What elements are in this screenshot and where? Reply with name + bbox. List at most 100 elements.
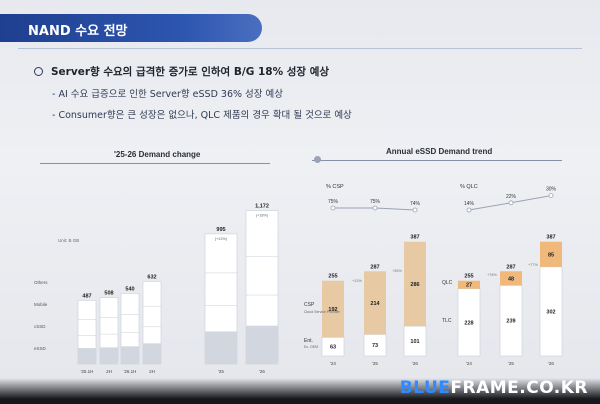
- total-label: 387: [546, 235, 555, 241]
- growth-label: +35%: [392, 269, 402, 273]
- growth-label: (+18%): [256, 214, 269, 218]
- unit-label: Unit: B GB: [58, 238, 79, 243]
- x-tick-label: '26.1H: [124, 369, 137, 374]
- pct-point: [412, 207, 418, 213]
- x-tick-label: 2H: [149, 369, 155, 374]
- pct-label: 75%: [370, 199, 381, 205]
- pct-label: 75%: [328, 199, 339, 205]
- total-label: 1,172: [255, 204, 269, 210]
- qlc-bar: [500, 271, 522, 286]
- csp-legend-ent: Ent.: [304, 338, 313, 344]
- ent-value-label: 73: [372, 343, 378, 349]
- total-label: 287: [506, 264, 515, 270]
- csp-legend-csp: CSP: [304, 302, 315, 308]
- growth-label: (+13%): [215, 237, 228, 241]
- pct-point: [330, 205, 336, 211]
- essd-segment: [121, 346, 139, 364]
- tlc-value-label: 302: [546, 309, 555, 315]
- total-label: 255: [328, 274, 337, 280]
- title-divider: [18, 48, 582, 49]
- total-label: 995: [216, 227, 225, 233]
- left-section-title: '25-26 Demand change: [114, 150, 201, 159]
- row-label-others: Others: [34, 280, 48, 285]
- row-label-mobile: Mobile: [34, 302, 48, 307]
- csp-pct-title: % CSP: [326, 184, 344, 190]
- tlc-value-label: 228: [464, 320, 473, 326]
- tlc-bar: [539, 266, 563, 357]
- right-section-title: Annual eSSD Demand trend: [386, 147, 493, 156]
- qlc-chart: % QLC 14% 22% 30% 228 27 255 239 48 287 302 85 387…: [442, 184, 563, 366]
- watermark-white: FRAME.CO.KR: [450, 378, 588, 398]
- pct-label: 30%: [546, 187, 557, 193]
- pct-point: [548, 193, 554, 199]
- x-tick-label: '25.1H: [81, 369, 94, 374]
- x-tick-label: '25: [218, 369, 224, 374]
- x-tick-label: '25: [508, 361, 514, 366]
- tlc-value-label: 239: [506, 319, 515, 325]
- x-tick-label: 2H: [106, 369, 112, 374]
- demand-change-chart: Unit: B GB Others Mobile cSSD eSSD 487 508 54…: [34, 204, 279, 374]
- total-label: 287: [370, 264, 379, 270]
- x-tick-label: '24: [330, 361, 336, 366]
- tlc-bar: [499, 285, 523, 357]
- left-section-line: [40, 163, 270, 164]
- watermark-blue: BLUE: [399, 378, 451, 398]
- circle-bullet-icon: [34, 67, 43, 76]
- growth-label: +78%: [487, 273, 497, 277]
- tlc-bar: [457, 288, 481, 357]
- qlc-legend-qlc: QLC: [442, 280, 453, 286]
- csp-legend-csp-sub1: Cloud Service Provider: [304, 310, 341, 314]
- qlc-bar: [540, 241, 562, 267]
- qlc-value-label: 85: [548, 252, 554, 258]
- bullet-block: Server향 수요의 급격한 증가로 인하여 B/G 18% 성장 예상 - …: [34, 64, 352, 121]
- pct-point: [508, 200, 514, 206]
- slide-title: NAND 수요 전망: [28, 24, 128, 39]
- total-label: 387: [410, 235, 419, 241]
- sub-bullet-text-2: Consumer향은 큰 성장은 없으나, QLC 제품의 경우 확대 될 것으…: [58, 110, 352, 121]
- x-tick-label: '26: [412, 361, 418, 366]
- growth-label: +13%: [352, 279, 362, 283]
- ent-value-label: 101: [410, 339, 419, 345]
- growth-label: +77%: [528, 263, 538, 267]
- main-bullet-text: Server향 수요의 급격한 증가로 인하여 B/G 18% 성장 예상: [51, 66, 330, 78]
- screen-bottom-shadow: [0, 378, 600, 404]
- pct-point: [466, 207, 472, 213]
- sub-bullet-2: - Consumer향은 큰 성장은 없으나, QLC 제품의 경우 확대 될 …: [52, 110, 352, 121]
- right-section-line: [312, 160, 562, 161]
- csp-value-label: 214: [370, 301, 380, 307]
- site-watermark: BLUEFRAME.CO.KR: [400, 378, 588, 398]
- essd-segment: [78, 348, 96, 364]
- total-label: 508: [104, 291, 113, 297]
- csp-bar: [322, 280, 344, 338]
- section-marker-dot: [314, 156, 321, 163]
- pct-label: 22%: [506, 194, 517, 200]
- essd-segment: [100, 347, 118, 364]
- total-label: 540: [125, 286, 134, 292]
- ent-value-label: 63: [330, 345, 336, 351]
- csp-chart: % CSP 75% 75% 74% 63 192 255 73 214 287 101 286 38…: [304, 184, 427, 366]
- x-tick-label: '26: [259, 369, 265, 374]
- x-tick-label: '24: [466, 361, 472, 366]
- essd-segment: [143, 343, 161, 364]
- pct-label: 74%: [410, 201, 421, 207]
- total-label: 255: [464, 274, 473, 280]
- total-label: 632: [147, 274, 156, 280]
- x-tick-label: '25: [372, 361, 378, 366]
- csp-bar: [364, 271, 386, 335]
- slide-title-bar: NAND 수요 전망: [0, 14, 262, 42]
- pct-label: 14%: [464, 201, 475, 207]
- qlc-value-label: 48: [508, 276, 514, 282]
- csp-bar: [404, 241, 426, 327]
- csp-value-label: 192: [328, 307, 337, 313]
- total-label: 487: [82, 293, 91, 299]
- row-label-cssd: cSSD: [34, 324, 46, 329]
- pct-point: [372, 205, 378, 211]
- qlc-legend-tlc: TLC: [442, 318, 452, 324]
- qlc-pct-title: % QLC: [460, 184, 478, 190]
- sub-bullet-1: - AI 수요 급증으로 인한 Server향 eSSD 36% 성장 예상: [52, 89, 284, 100]
- ent-bar: [403, 325, 427, 357]
- row-label-essd: eSSD: [34, 346, 47, 351]
- main-bullet: Server향 수요의 급격한 증가로 인하여 B/G 18% 성장 예상: [34, 64, 352, 79]
- qlc-value-label: 27: [466, 283, 472, 289]
